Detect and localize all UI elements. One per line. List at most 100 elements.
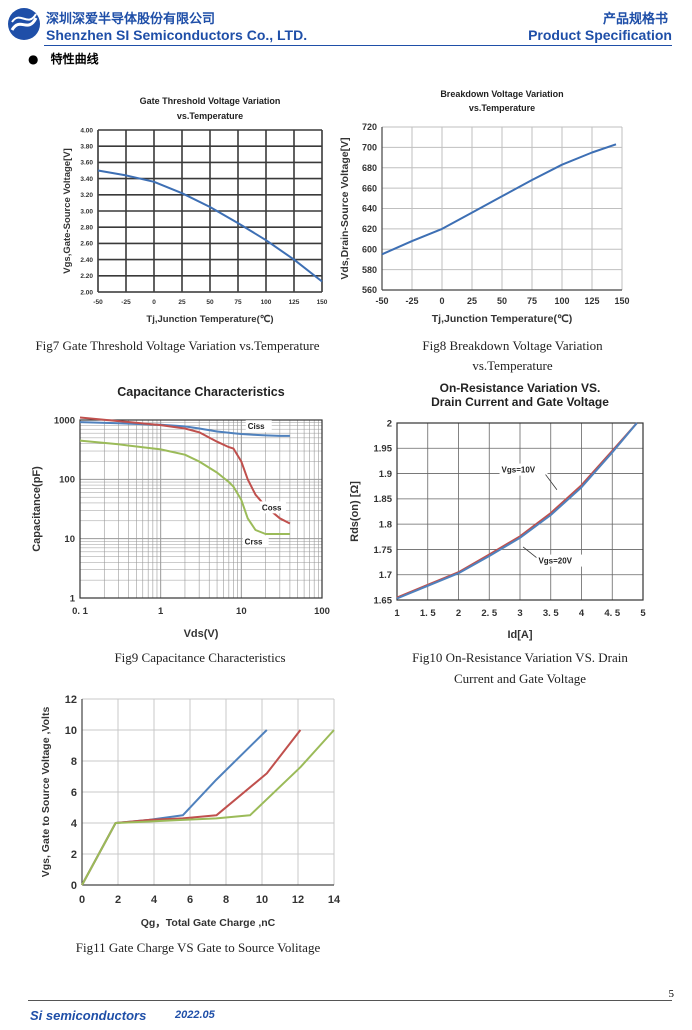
x-tick-label: 75 [234, 299, 242, 306]
y-tick-label: 680 [362, 163, 377, 173]
y-tick-label: 10 [64, 534, 75, 545]
x-tick-label: 100 [314, 606, 330, 617]
x-tick-label: 2 [456, 608, 461, 619]
chart-title: Gate Threshold Voltage Variation [140, 96, 281, 106]
y-tick-label: 2 [387, 418, 392, 429]
x-tick-label: 2 [115, 894, 121, 906]
series-line-1 [381, 143, 617, 256]
x-axis-label: Tj,Junction Temperature(℃) [146, 314, 273, 325]
series-line-1 [81, 729, 268, 886]
x-tick-label: -50 [375, 296, 388, 306]
y-tick-label: 1.85 [374, 494, 393, 505]
x-tick-label: 14 [328, 894, 341, 906]
footer-date: 2022.05 [175, 1009, 215, 1021]
series-label-bg [242, 535, 269, 548]
y-tick-label: 1 [70, 593, 76, 604]
x-axis-label: Vds(V) [184, 628, 219, 640]
series-line-1 [97, 169, 323, 283]
chart-subtitle: vs.Temperature [177, 111, 243, 121]
y-tick-label: 1.95 [374, 444, 393, 455]
x-tick-label: 4 [151, 894, 158, 906]
x-axis-label: Tj,Junction Temperature(℃) [432, 313, 573, 325]
y-axis-label: Vgs,Gate-Source Voltage[V] [62, 148, 73, 273]
series-label-coss: Coss [262, 503, 282, 512]
x-tick-label: 100 [554, 296, 569, 306]
y-tick-label: 0 [71, 880, 77, 892]
series-label-bg [536, 554, 585, 567]
x-tick-label: 1 [394, 608, 400, 619]
fig10-caption-line2: Current and Gate Voltage [453, 671, 586, 686]
x-tick-label: 3. 5 [543, 608, 560, 619]
chart-fig9: 0. 1 1 10 100 1 10 100 1000 Capacitance Characte… [31, 385, 330, 640]
chart-subtitle: Drain Current and Gate Voltage [431, 395, 609, 409]
x-tick-label: 100 [261, 299, 272, 306]
y-tick-label: 3.40 [80, 176, 93, 183]
y-tick-label: 4.00 [80, 127, 93, 134]
y-tick-label: 10 [65, 725, 77, 737]
series-label-bg [499, 463, 548, 476]
y-tick-label: 580 [362, 265, 377, 275]
y-tick-label: 700 [362, 143, 377, 153]
x-tick-label: 12 [292, 894, 304, 906]
fig10-caption-line1: Fig10 On-Resistance Variation VS. Drain [412, 650, 628, 665]
company-name-cn: 深圳深爱半导体股份有限公司 [46, 12, 216, 27]
x-tick-label: 0 [439, 296, 444, 306]
y-axis-label: Vgs, Gate to Source Voltage ,Volts [40, 707, 52, 878]
y-tick-label: 560 [362, 285, 377, 295]
y-axis-label: Capacitance(pF) [31, 466, 43, 552]
x-tick-label: 150 [317, 299, 328, 306]
series-label-vgs-20v: Vgs=20V [538, 557, 572, 566]
fig7-caption: Fig7 Gate Threshold Voltage Variation vs… [35, 338, 320, 353]
doc-title-cn: 产品规格书 [602, 12, 668, 27]
x-tick-label: 2. 5 [481, 608, 498, 619]
plot-frame [396, 422, 644, 601]
series-label-bg [245, 420, 272, 433]
y-tick-label: 12 [65, 694, 77, 706]
series-line-3 [81, 729, 335, 886]
y-axis-label: Vds,Drain-Source Voltage[V] [339, 137, 351, 279]
series-label-pointer [545, 474, 558, 490]
x-tick-label: 6 [187, 894, 193, 906]
series-label-vgs-10v: Vgs=10V [502, 466, 536, 475]
x-tick-label: 5 [640, 608, 646, 619]
y-tick-label: 1.65 [374, 595, 393, 606]
y-tick-label: 1.75 [374, 545, 393, 556]
x-tick-label: -25 [121, 299, 131, 306]
y-tick-label: 1.9 [379, 469, 392, 480]
chart-title: Breakdown Voltage Variation [440, 89, 563, 99]
company-name-en: Shenzhen SI Semiconductors Co., LTD. [46, 27, 308, 43]
series-label-crss: Crss [245, 537, 263, 546]
x-tick-label: 125 [584, 296, 599, 306]
y-tick-label: 3.20 [80, 192, 93, 199]
x-tick-label: 1 [158, 606, 164, 617]
fig8-caption-line2: vs.Temperature [472, 358, 553, 373]
chart-fig10: 1 1. 5 2 2. 5 3 3. 5 4 4. 5 5 1.65 1.7 1.75 1.8 1.85 1… [349, 381, 646, 641]
footer-company: Si semiconductors [30, 1008, 147, 1023]
chart-fig11: 0 2 4 6 8 10 12 14 0 2 4 6 8 10 12 Qg，Total Gate Charge… [40, 694, 341, 929]
company-logo [6, 6, 42, 42]
x-tick-label: 8 [223, 894, 229, 906]
y-tick-label: 600 [362, 244, 377, 254]
x-tick-label: 150 [614, 296, 629, 306]
x-tick-label: 10 [236, 606, 247, 617]
series-line-crss [79, 439, 290, 535]
x-tick-label: -50 [93, 299, 103, 306]
x-tick-label: 25 [467, 296, 477, 306]
x-tick-label: 0 [79, 894, 85, 906]
y-tick-label: 720 [362, 122, 377, 132]
chart-title: Capacitance Characteristics [117, 385, 284, 399]
section-heading: ● 特性曲线 [28, 50, 99, 67]
series-line-vgs-20v [396, 422, 638, 600]
y-tick-label: 2.00 [80, 289, 93, 296]
y-tick-label: 2.40 [80, 257, 93, 264]
y-tick-label: 100 [59, 475, 75, 486]
fig8-caption-line1: Fig8 Breakdown Voltage Variation [422, 338, 603, 353]
x-tick-label: 3 [517, 608, 522, 619]
series-line-vgs-10v [396, 422, 638, 599]
chart-fig7: -50 -25 0 25 50 75 100 125 150 2.00 2.20 2.40 2.60 2.… [62, 96, 328, 325]
y-tick-label: 3.60 [80, 160, 93, 167]
y-tick-label: 2.20 [80, 273, 93, 280]
y-tick-label: 2 [71, 849, 77, 861]
y-tick-label: 2.60 [80, 241, 93, 248]
x-tick-label: 50 [206, 299, 214, 306]
